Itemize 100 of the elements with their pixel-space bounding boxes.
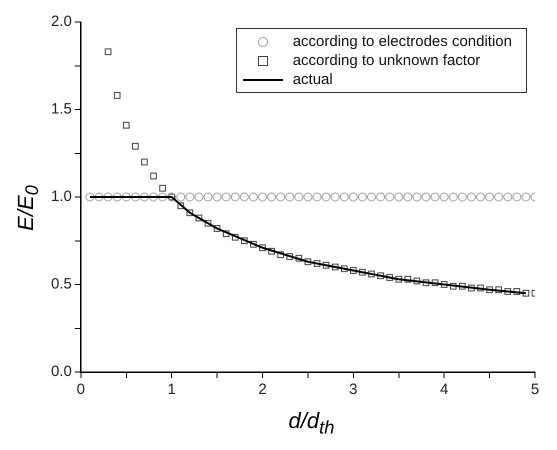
point (350, 267, 357, 274)
point (122, 122, 130, 129)
point (212, 192, 222, 202)
point (440, 192, 449, 202)
point (430, 192, 440, 202)
point (222, 192, 231, 202)
point (485, 192, 494, 202)
x-axis-title: d/d$_{th}$ (288, 408, 336, 438)
point (230, 192, 240, 202)
point (267, 192, 276, 202)
y-tick-label: 1.0 (50, 188, 72, 206)
point (412, 192, 422, 202)
point (322, 192, 331, 202)
point (259, 244, 266, 252)
point (112, 192, 122, 202)
legend-label: actual (292, 70, 334, 89)
point (477, 284, 484, 292)
point (359, 268, 366, 276)
x-tick-label: 0 (76, 381, 86, 398)
point (85, 192, 94, 202)
point (194, 192, 204, 202)
y-tick-label: 1.5 (50, 100, 72, 118)
point (385, 192, 394, 202)
point (514, 288, 520, 295)
point (386, 274, 393, 281)
x-tick-label: 2 (258, 381, 267, 398)
point (276, 192, 286, 202)
point (314, 260, 320, 267)
point (422, 279, 430, 286)
point (486, 286, 493, 294)
point (176, 192, 186, 202)
point (403, 192, 412, 202)
point (140, 192, 149, 202)
point (186, 209, 194, 216)
point (241, 237, 248, 244)
point (521, 192, 530, 202)
point (277, 251, 284, 258)
point (296, 254, 302, 262)
point (503, 192, 512, 202)
point (377, 272, 384, 280)
point (332, 264, 339, 270)
point (340, 192, 349, 202)
x-tick-label: 1 (168, 381, 176, 398)
point (141, 158, 148, 166)
point (522, 290, 530, 297)
point (450, 282, 457, 290)
point (404, 276, 412, 283)
point (286, 253, 294, 260)
point (367, 192, 376, 202)
point (222, 230, 230, 238)
point (459, 282, 466, 290)
point (149, 192, 158, 202)
y-tick-label: 0.5 (50, 276, 72, 293)
point (240, 192, 249, 202)
point (104, 192, 113, 202)
point (312, 192, 322, 202)
x-tick-label: 5 (530, 381, 540, 398)
legend-label: according to unknown factor (292, 51, 482, 70)
point (395, 276, 402, 283)
point (304, 258, 312, 266)
point (512, 192, 522, 202)
point (196, 214, 202, 222)
point (248, 192, 258, 202)
point (214, 225, 220, 232)
point (495, 286, 502, 294)
point (448, 192, 458, 202)
point (150, 172, 157, 180)
point (258, 192, 268, 202)
point (158, 192, 168, 202)
point (358, 192, 367, 202)
point (294, 192, 304, 202)
point (458, 192, 467, 202)
point (204, 192, 213, 202)
point (414, 278, 420, 284)
point (204, 220, 212, 227)
point (114, 92, 121, 99)
point (330, 192, 340, 202)
point (376, 192, 386, 202)
point (104, 48, 112, 56)
legend-label: according to electrodes condition (292, 32, 512, 51)
point (348, 192, 358, 202)
point (159, 184, 166, 192)
point (232, 234, 239, 241)
point (250, 240, 257, 248)
point (303, 192, 312, 202)
point (432, 279, 438, 286)
point (132, 142, 139, 150)
point (468, 284, 475, 292)
point (285, 192, 294, 202)
x-tick-label: 3 (349, 381, 358, 398)
y-tick-label: 2.0 (50, 13, 72, 30)
point (122, 192, 131, 202)
point (130, 192, 140, 202)
point (368, 270, 375, 278)
point (185, 192, 194, 202)
point (440, 281, 448, 288)
point (322, 262, 330, 269)
point (466, 192, 476, 202)
point (504, 288, 512, 295)
point (94, 192, 104, 202)
